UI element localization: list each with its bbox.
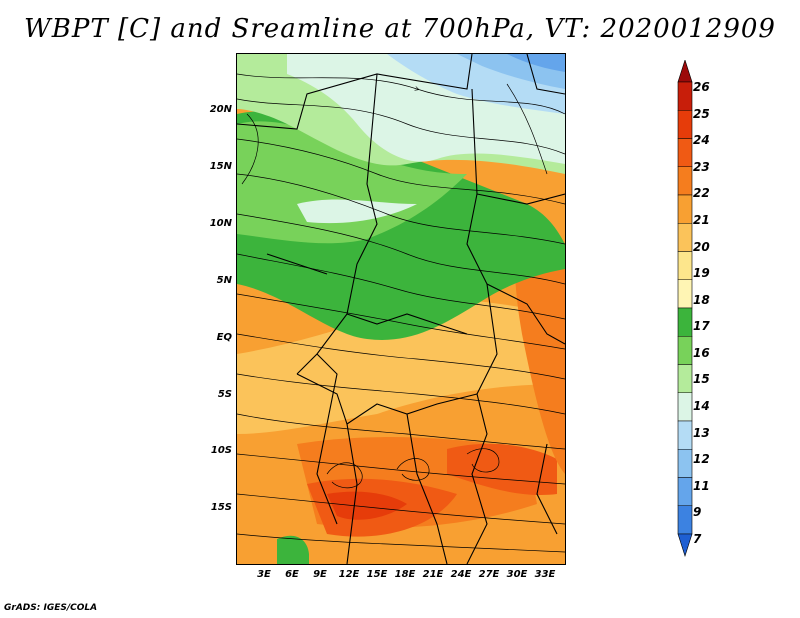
- lon-label-15e: 15E: [366, 569, 388, 580]
- colorbar-swatch: [677, 448, 693, 478]
- weather-map: [236, 53, 566, 565]
- colorbar-swatch: [677, 251, 693, 281]
- colorbar-label: 17: [693, 319, 710, 334]
- colorbar-label: 19: [693, 266, 710, 281]
- colorbar-swatch: [677, 307, 693, 337]
- wbpt-fill-11: [507, 54, 565, 72]
- colorbar-label: 11: [693, 478, 710, 493]
- lon-label-6e: 6E: [285, 569, 299, 580]
- lat-label-10n: 10N: [209, 218, 232, 229]
- colorbar-label: 14: [693, 399, 710, 414]
- colorbar-label: 18: [693, 292, 710, 307]
- chart-title: WBPT [C] and Sreamline at 700hPa, VT: 20…: [24, 14, 776, 44]
- colorbar-label: 24: [693, 133, 710, 148]
- colorbar-swatch: [677, 222, 693, 252]
- lon-label-12e: 12E: [338, 569, 360, 580]
- lat-label-10s: 10S: [210, 445, 232, 456]
- country-borders: [237, 54, 565, 564]
- colorbar-label: 26: [693, 80, 710, 94]
- colorbar-label: 21: [693, 212, 710, 227]
- colorbar-swatch: [677, 194, 693, 224]
- lon-label-33e: 33E: [534, 569, 556, 580]
- lat-label-eq: EQ: [216, 332, 232, 343]
- colorbar-label: 9: [693, 505, 702, 520]
- colorbar-swatch: [677, 392, 693, 422]
- colorbar: [677, 60, 693, 557]
- colorbar-label: 15: [693, 372, 710, 387]
- wbpt-fill-20: [237, 299, 565, 434]
- wbpt-fill-24: [327, 491, 407, 520]
- lon-label-9e: 9E: [313, 569, 327, 580]
- colorbar-label: 12: [693, 452, 710, 467]
- lon-label-3e: 3E: [257, 569, 271, 580]
- lat-label-5s: 5S: [217, 389, 232, 400]
- lon-label-30e: 30E: [506, 569, 528, 580]
- colorbar-label: 23: [693, 159, 710, 174]
- colorbar-swatch: [677, 335, 693, 365]
- lon-label-24e: 24E: [450, 569, 472, 580]
- colorbar-swatch: [677, 109, 693, 139]
- lat-label-20n: 20N: [209, 104, 232, 115]
- colorbar-swatch: [677, 138, 693, 168]
- colorbar-label: 20: [693, 239, 710, 254]
- colorbar-swatch: [677, 533, 693, 557]
- colorbar-label: 22: [693, 186, 710, 201]
- lon-label-18e: 18E: [394, 569, 416, 580]
- lat-label-15s: 15S: [210, 502, 232, 513]
- credit-text: GrADS: IGES/COLA: [4, 603, 98, 613]
- wbpt-fill-17-sw: [277, 535, 309, 564]
- colorbar-swatch: [677, 505, 693, 535]
- wbpt-fill-22-east: [514, 234, 565, 474]
- colorbar-swatch: [677, 60, 693, 83]
- lon-label-21e: 21E: [422, 569, 444, 580]
- colorbar-swatch: [677, 166, 693, 196]
- wbpt-field: [237, 54, 565, 564]
- lon-label-27e: 27E: [478, 569, 500, 580]
- streamlines: [237, 73, 565, 553]
- wbpt-fill-16: [237, 121, 467, 244]
- colorbar-swatch: [677, 81, 693, 111]
- colorbar-label: 16: [693, 345, 710, 360]
- colorbar-swatch: [677, 420, 693, 450]
- lat-label-15n: 15N: [209, 161, 232, 172]
- colorbar-label: 25: [693, 106, 710, 121]
- wbpt-fill-15b: [297, 199, 417, 224]
- colorbar-swatch: [677, 477, 693, 507]
- colorbar-swatch: [677, 364, 693, 394]
- lat-label-5n: 5N: [216, 275, 232, 286]
- colorbar-label: 7: [693, 532, 702, 546]
- colorbar-swatch: [677, 279, 693, 309]
- colorbar-label: 13: [693, 425, 710, 440]
